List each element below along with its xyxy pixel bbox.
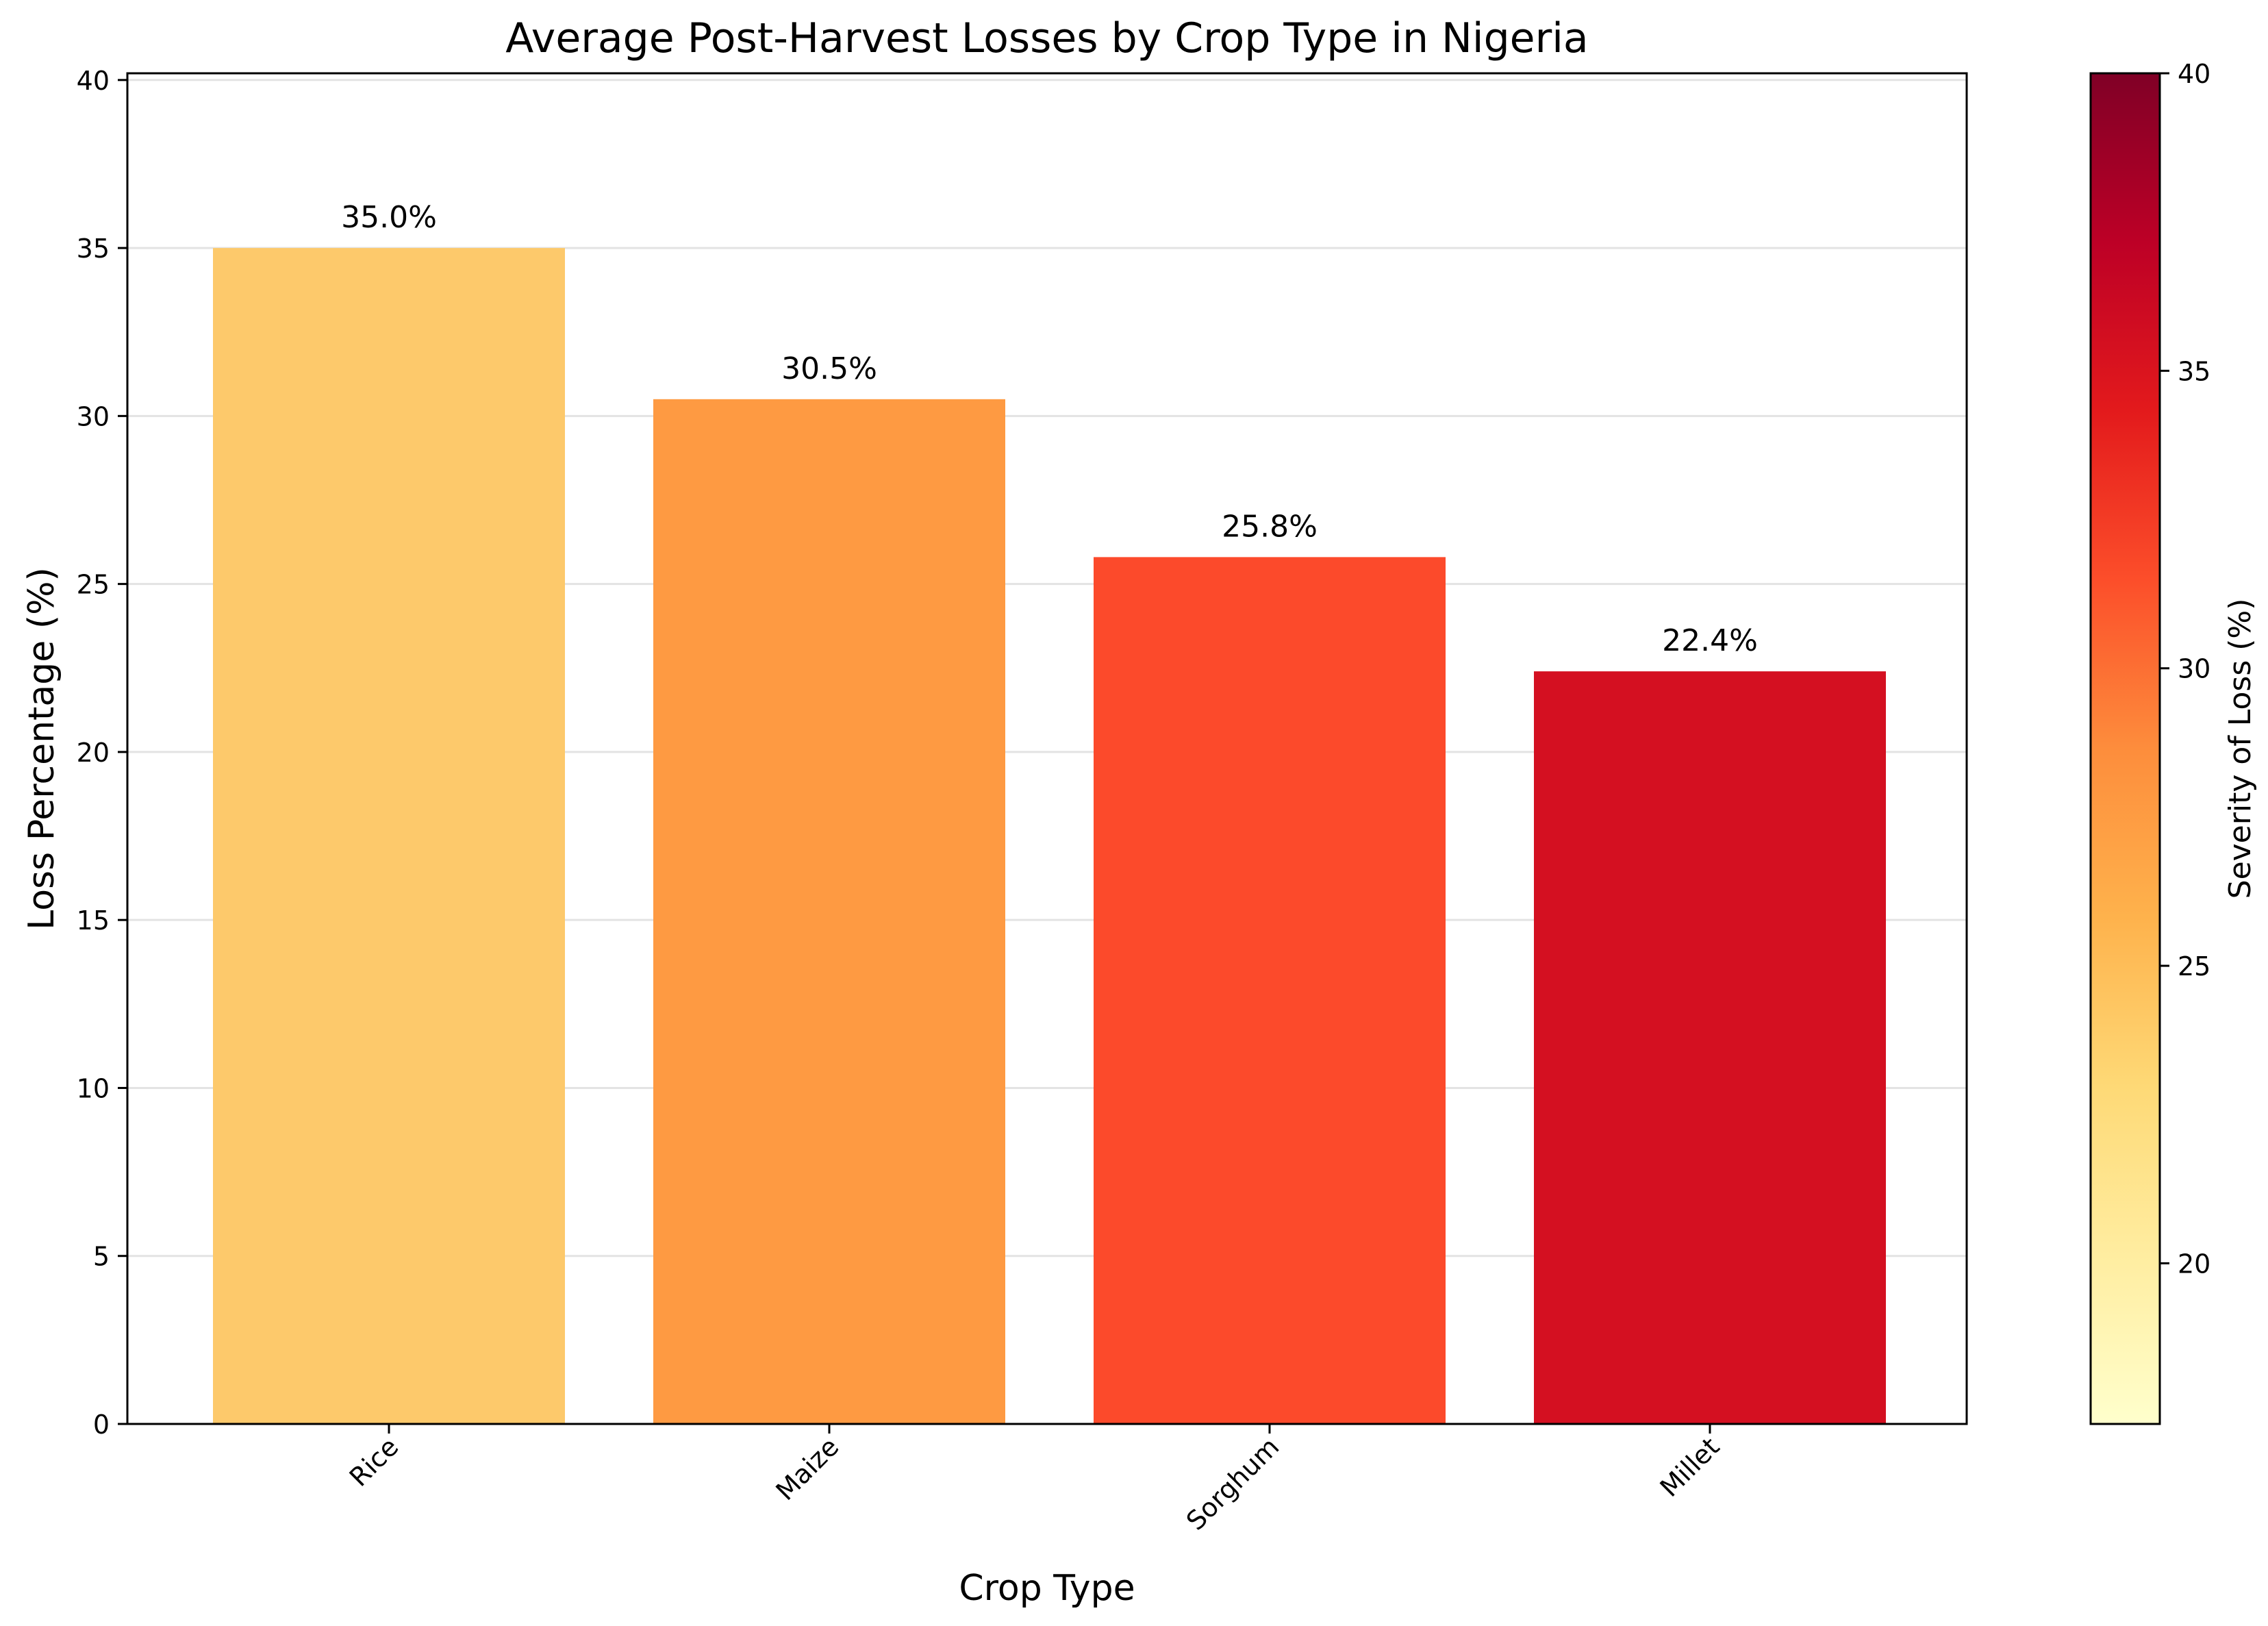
colorbar-gradient <box>2089 72 2161 1425</box>
bar-rice <box>213 248 565 1424</box>
y-tick-label: 40 <box>77 66 110 96</box>
y-axis-label: Loss Percentage (%) <box>21 567 62 930</box>
colorbar-ticks: 20 25 30 35 40 <box>2160 59 2210 1279</box>
colorbar-tick-label: 40 <box>2178 59 2210 89</box>
colorbar-label: Severity of Loss (%) <box>2223 599 2258 899</box>
y-tick-label: 25 <box>77 570 110 600</box>
bar-value-label: 30.5% <box>781 351 877 386</box>
bar-value-labels: 35.0% 30.5% 25.8% 22.4% <box>341 200 1758 658</box>
bar-millet <box>1534 671 1886 1425</box>
colorbar-tick-label: 25 <box>2178 951 2210 981</box>
bar-value-label: 35.0% <box>341 200 437 235</box>
bar-value-label: 25.8% <box>1222 509 1318 544</box>
x-tick-label: Millet <box>1654 1431 1726 1503</box>
y-tick-label: 30 <box>77 401 110 431</box>
x-tick-label: Rice <box>344 1431 405 1492</box>
y-tick-label: 0 <box>93 1410 110 1440</box>
y-tick-label: 5 <box>93 1242 110 1272</box>
colorbar-tick-label: 30 <box>2178 654 2210 684</box>
x-tick-label: Maize <box>770 1431 844 1506</box>
x-axis-ticks: Rice Maize Sorghum Millet <box>344 1424 1726 1536</box>
x-axis-label: Crop Type <box>959 1568 1135 1609</box>
colorbar-tick-label: 20 <box>2178 1249 2210 1279</box>
y-tick-label: 35 <box>77 234 110 264</box>
colorbar: 20 25 30 35 40 Severity of Loss (%) <box>2089 59 2258 1425</box>
y-axis-ticks: 0 5 10 15 20 25 30 35 40 <box>77 66 127 1440</box>
colorbar-tick-label: 35 <box>2178 356 2210 386</box>
y-tick-label: 15 <box>77 905 110 936</box>
plot-frame <box>126 72 1968 1425</box>
x-tick-label: Sorghum <box>1181 1431 1285 1536</box>
y-tick-label: 10 <box>77 1073 110 1103</box>
chart-title: Average Post-Harvest Losses by Crop Type… <box>505 14 1588 62</box>
bar-value-label: 22.4% <box>1662 623 1758 658</box>
bars <box>213 248 1886 1425</box>
bar-sorghum <box>1094 557 1446 1424</box>
y-tick-label: 20 <box>77 738 110 768</box>
bar-maize <box>653 399 1005 1425</box>
